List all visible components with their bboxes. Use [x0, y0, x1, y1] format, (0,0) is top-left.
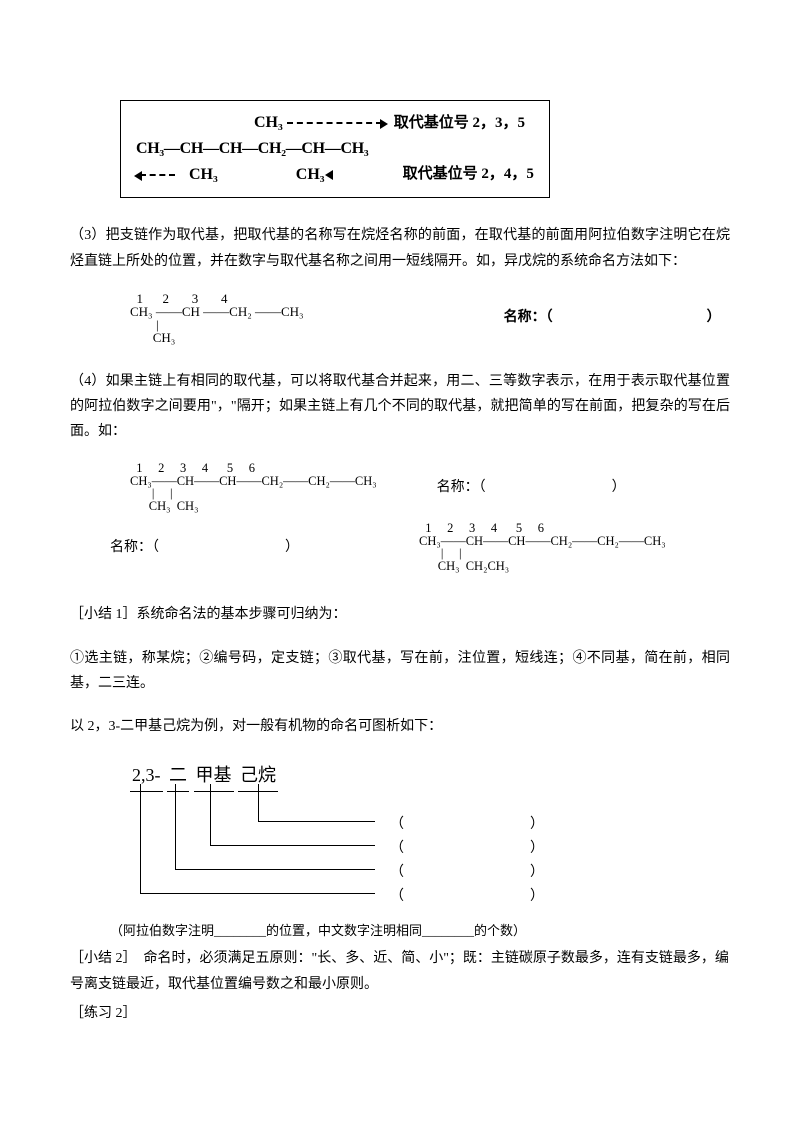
summary-1-steps: ①选主链，称某烷；②编号码，定支链；③取代基，写在前，注位置，短线连；④不同基，…	[70, 646, 730, 696]
label-top: 取代基位号 2，3，5	[394, 110, 525, 137]
bracket-line-4	[258, 784, 375, 822]
label-bot: 取代基位号 2，4，5	[403, 161, 534, 188]
summary-2: ［小结 2］ 命名时，必须满足五原则："长、多、近、简、小"；既：主链碳原子数最…	[70, 946, 730, 996]
note-line: （阿拉伯数字注明________的位置，中文数字注明相同________的个数）	[110, 919, 730, 942]
name-blank-2: 名称：（ ）	[437, 475, 626, 500]
structure-1-row: 1 2 3 4 CH₃ ——CH ——CH₂ ——CH₃ | CH₃ 名称：（ …	[130, 292, 730, 344]
summary-1-label: ［小结 1］系统命名法的基本步骤可归纳为：	[70, 602, 730, 627]
example-intro: 以 2，3-二甲基己烷为例，对一般有机物的命名可图析如下：	[70, 714, 730, 739]
numbering-diagram: CH₃ 取代基位号 2，3，5 CH₃—CH—CH—CH₂—CH—CH₃ CH₃…	[120, 100, 550, 198]
diagram-bot-row: CH₃ CH₃ 取代基位号 2，4，5	[136, 161, 534, 190]
arrow-right	[287, 122, 382, 124]
structure-3: 1 2 3 4 5 6 CH₃——CH——CH——CH₂——CH₂——CH₃ |…	[419, 522, 666, 572]
bracket-diagram: 2,3- 二 甲基 己烷 （ ） （ ） （ ） （ ）	[120, 759, 730, 909]
bracket-blank-3: （ ）	[390, 860, 544, 885]
structure-1: 1 2 3 4 CH₃ ——CH ——CH₂ ——CH₃ | CH₃	[130, 292, 304, 344]
bracket-blank-1: （ ）	[390, 812, 544, 837]
structure-2-row: 1 2 3 4 5 6 CH₃——CH——CH——CH₂——CH₂——CH₃ |…	[130, 462, 730, 512]
name-blank-3: 名称：（ ）	[110, 535, 299, 560]
structure-2: 1 2 3 4 5 6 CH₃——CH——CH——CH₂——CH₂——CH₃ |…	[130, 462, 377, 512]
main-chain: CH₃—CH—CH—CH₂—CH—CH₃	[136, 135, 368, 164]
paragraph-4: （4）如果主链上有相同的取代基，可以将取代基合并起来，用二、三等数字表示，在用于…	[70, 369, 730, 445]
bracket-blank-2: （ ）	[390, 836, 544, 861]
paragraph-3: （3）把支链作为取代基，把取代基的名称写在烷烃名称的前面，在取代基的前面用阿拉伯…	[70, 223, 730, 273]
name-blank-1: 名称：（ ）	[504, 305, 721, 330]
bot-ch3-l: CH₃	[189, 161, 218, 190]
bot-ch3-r: CH₃	[296, 161, 325, 190]
diagram-mid-row: CH₃—CH—CH—CH₂—CH—CH₃	[136, 135, 534, 164]
top-ch3: CH₃	[254, 109, 283, 138]
bracket-blank-4: （ ）	[390, 884, 544, 909]
structure-3-row: 名称：（ ） 1 2 3 4 5 6 CH₃——CH——CH——CH₂——CH₂…	[110, 522, 730, 572]
arrow-left	[140, 174, 175, 176]
diagram-top-row: CH₃ 取代基位号 2，3，5	[136, 109, 534, 138]
practice-2: ［练习 2］	[70, 1001, 730, 1026]
